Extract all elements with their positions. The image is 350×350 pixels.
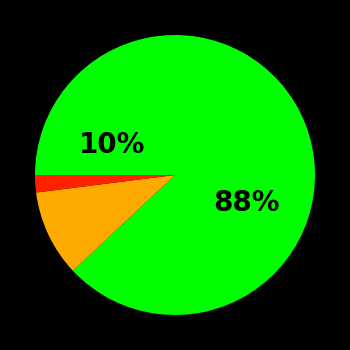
Wedge shape [35,35,315,315]
Wedge shape [36,175,175,271]
Wedge shape [35,175,175,192]
Text: 88%: 88% [214,189,280,217]
Text: 10%: 10% [78,131,145,159]
